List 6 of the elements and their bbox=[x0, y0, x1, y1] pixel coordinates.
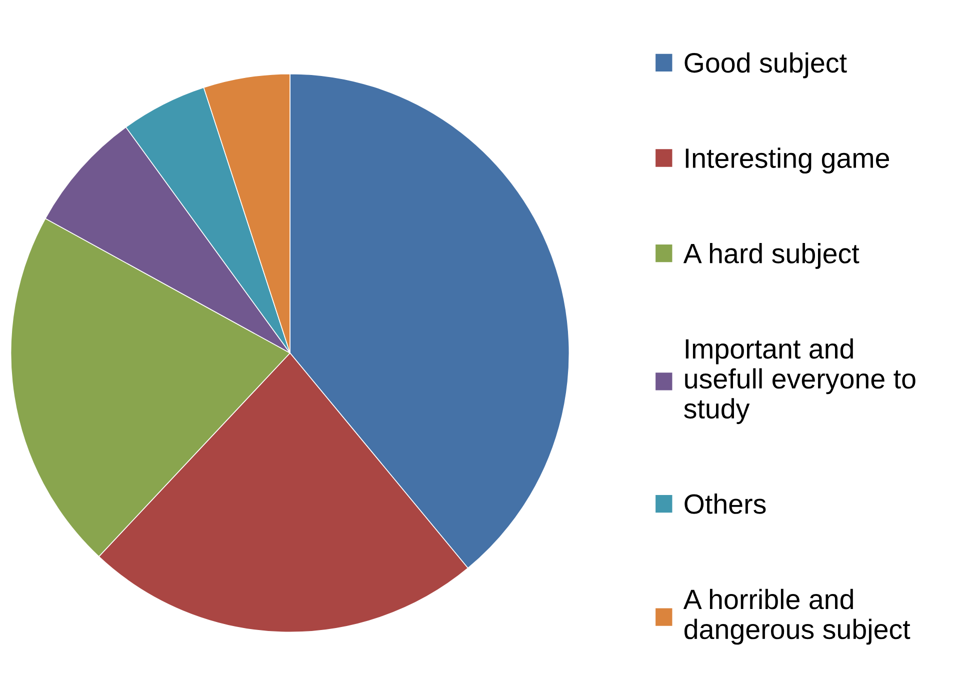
legend-label: Important and usefull everyone to study bbox=[684, 338, 916, 424]
legend-label: A horrible and dangerous subject bbox=[683, 588, 910, 645]
legend-label: Good subject bbox=[684, 52, 847, 78]
legend-label: Interesting game bbox=[686, 148, 890, 174]
legend-label: Others bbox=[684, 494, 766, 514]
legend-label: A hard subject bbox=[683, 243, 860, 269]
